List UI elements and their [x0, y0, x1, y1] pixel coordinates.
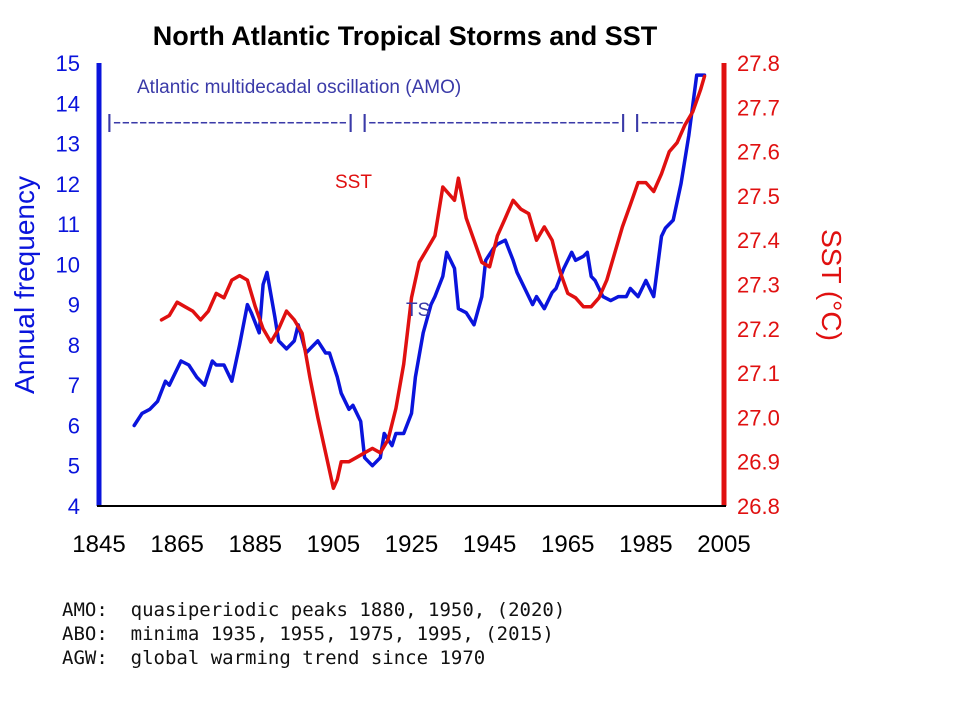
left-tick-label: 11	[57, 212, 80, 237]
left-tick-label: 9	[68, 293, 80, 318]
right-tick-label: 27.5	[737, 184, 780, 209]
x-tick-labels: 1845 1865 1885 1905 1925 1945 1965 1985 2005	[72, 531, 750, 558]
left-tick-labels: 4 5 6 7 8 9 10 11 12 13 14 15	[56, 51, 80, 519]
amo-bar: |---------------------------| |---------…	[106, 112, 684, 133]
left-axis-label: Annual frequency	[9, 176, 40, 394]
series-layer	[132, 73, 707, 491]
right-tick-labels: 26.8 26.9 27.0 27.1 27.2 27.3 27.4 27.5 27.6 27.7…	[737, 51, 780, 519]
right-tick-label: 27.2	[737, 317, 780, 342]
x-tick-label: 1845	[72, 531, 125, 558]
right-tick-label: 26.9	[737, 450, 780, 475]
note-amo: AMO: quasiperiodic peaks 1880, 1950, (20…	[62, 599, 566, 621]
x-tick-label: 1905	[307, 531, 360, 558]
right-tick-label: 27.8	[737, 51, 780, 76]
notes-block: AMO: quasiperiodic peaks 1880, 1950, (20…	[62, 598, 565, 670]
chart-title: North Atlantic Tropical Storms and SST	[153, 21, 658, 51]
series-line-sst	[159, 74, 707, 491]
left-tick-label: 10	[56, 252, 80, 277]
x-tick-label: 1865	[150, 531, 203, 558]
x-tick-label: 1885	[229, 531, 282, 558]
right-tick-label: 27.4	[737, 228, 780, 253]
left-tick-label: 14	[56, 91, 80, 116]
note-abo: ABO: minima 1935, 1955, 1975, 1995, (201…	[62, 623, 554, 645]
sst-label: SST	[335, 172, 372, 193]
x-tick-label: 1925	[385, 531, 438, 558]
x-tick-label: 1945	[463, 531, 516, 558]
chart: North Atlantic Tropical Storms and SST A…	[9, 21, 847, 558]
right-tick-label: 27.0	[737, 405, 780, 430]
right-tick-label: 27.7	[737, 95, 780, 120]
left-tick-label: 7	[68, 373, 80, 398]
left-tick-label: 8	[68, 333, 80, 358]
x-tick-label: 2005	[697, 531, 750, 558]
series-line-ts	[132, 73, 707, 468]
left-tick-label: 4	[68, 494, 80, 519]
left-tick-label: 5	[68, 454, 80, 479]
right-tick-label: 26.8	[737, 494, 780, 519]
right-tick-label: 27.1	[737, 361, 780, 386]
right-tick-label: 27.3	[737, 273, 780, 298]
left-tick-label: 13	[56, 132, 80, 157]
amo-label: Atlantic multidecadal oscillation (AMO)	[137, 77, 461, 98]
ts-label: TS	[406, 300, 430, 321]
right-tick-label: 27.6	[737, 140, 780, 165]
note-agw: AGW: global warming trend since 1970	[62, 647, 486, 669]
right-axis-label: SST (°C)	[816, 229, 847, 341]
x-tick-label: 1985	[619, 531, 672, 558]
x-tick-label: 1965	[541, 531, 594, 558]
left-tick-label: 12	[56, 172, 80, 197]
left-tick-label: 15	[56, 51, 80, 76]
left-tick-label: 6	[68, 413, 80, 438]
